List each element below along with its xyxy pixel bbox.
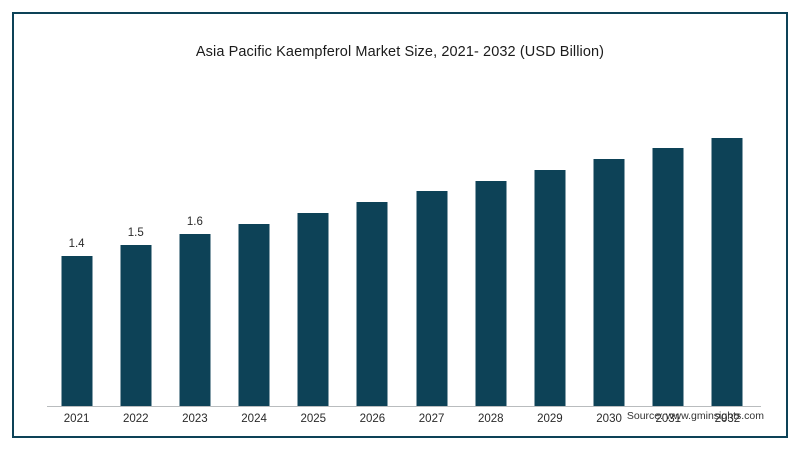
x-tick-label: 2026	[359, 413, 386, 425]
bar-value-label: 1.6	[186, 216, 203, 229]
bar-slot: 1.4	[47, 84, 106, 406]
bar[interactable]	[238, 223, 270, 406]
bar[interactable]	[297, 212, 329, 406]
bar[interactable]	[416, 191, 448, 406]
bar-slot	[698, 84, 757, 406]
x-tick-label: 2029	[537, 413, 563, 425]
chart-frame: Asia Pacific Kaempferol Market Size, 202…	[12, 12, 788, 438]
bar[interactable]	[593, 159, 625, 406]
bar-slot	[461, 84, 520, 406]
bar-slot	[225, 84, 284, 406]
bar-slot: 1.5	[106, 84, 165, 406]
bar-slot	[639, 84, 698, 406]
plot-area: 1.4 1.5 1.6	[47, 84, 757, 406]
bar-slot	[402, 84, 461, 406]
bar[interactable]	[652, 148, 684, 406]
x-tick-label: 2025	[300, 413, 327, 425]
x-tick-label: 2027	[418, 413, 445, 425]
x-tick-label: 2023	[182, 413, 208, 425]
bar[interactable]	[356, 202, 388, 406]
x-tick-label: 2032	[714, 413, 741, 425]
x-tick-label: 2022	[122, 413, 149, 425]
source-note: Source: www.gminsights.com	[626, 410, 764, 422]
bar[interactable]	[475, 180, 507, 406]
bar-slot: 1.6	[165, 84, 224, 406]
bar[interactable]	[711, 137, 743, 406]
chart-title: Asia Pacific Kaempferol Market Size, 202…	[195, 44, 605, 60]
bar-slot	[580, 84, 639, 406]
bar[interactable]	[534, 169, 566, 406]
bar-slot	[343, 84, 402, 406]
bar[interactable]	[120, 245, 152, 406]
x-tick-label: 2031	[655, 413, 682, 425]
x-tick-label: 2021	[63, 413, 90, 425]
bar-value-label: 1.4	[68, 237, 85, 250]
bar[interactable]	[61, 255, 93, 406]
bar-slot	[284, 84, 343, 406]
x-tick-label: 2028	[477, 413, 504, 425]
bar-value-label: 1.5	[127, 227, 144, 239]
bar[interactable]	[179, 234, 211, 406]
x-tick-label: 2024	[241, 413, 267, 425]
x-axis-line	[47, 406, 761, 407]
bar-slot	[520, 84, 579, 406]
x-tick-label: 2030	[596, 413, 622, 425]
